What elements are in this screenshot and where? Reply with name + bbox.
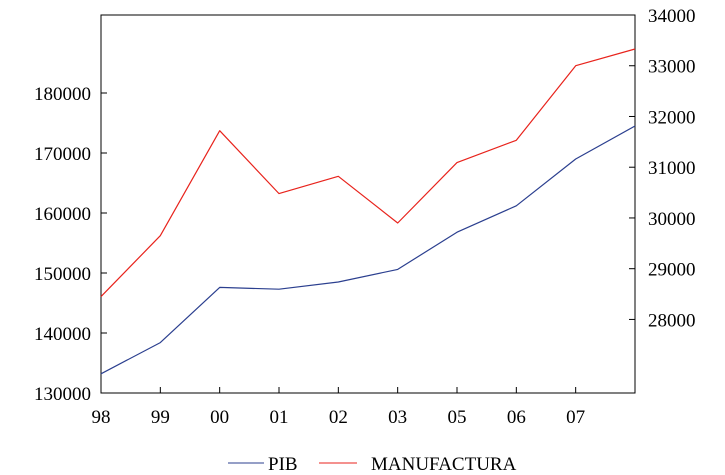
left-tick-label: 140000: [34, 324, 91, 345]
x-tick-label: 03: [388, 407, 407, 428]
x-tick-label: 05: [448, 407, 467, 428]
x-tick-label: 02: [329, 407, 348, 428]
right-tick-label: 29000: [648, 260, 696, 281]
x-tick-label: 98: [92, 407, 111, 428]
x-tick-label: 01: [270, 407, 289, 428]
left-tick-label: 160000: [34, 204, 91, 225]
right-tick-label: 32000: [648, 107, 696, 128]
left-axis: 130000 140000 150000 160000 170000 180000: [34, 84, 107, 405]
right-axis: 28000 29000 30000 31000 32000 33000 34000: [629, 6, 696, 331]
x-axis: 98 99 00 01 02 03 05 06 07: [92, 387, 636, 428]
series-lines: [100, 48, 636, 375]
legend: PIB MANUFACTURA: [228, 454, 517, 475]
legend-label-pib: PIB: [268, 454, 298, 475]
right-tick-label: 33000: [648, 57, 696, 78]
x-tick-label: 99: [151, 407, 170, 428]
legend-label-manufactura: MANUFACTURA: [371, 454, 517, 475]
x-tick-label: 00: [210, 407, 229, 428]
right-tick-label: 34000: [648, 6, 696, 27]
left-tick-label: 180000: [34, 84, 91, 105]
series-line-pib: [100, 125, 636, 375]
left-tick-label: 130000: [34, 384, 91, 405]
left-tick-label: 150000: [34, 264, 91, 285]
right-tick-label: 28000: [648, 310, 696, 331]
right-tick-label: 30000: [648, 209, 696, 230]
right-tick-label: 31000: [648, 158, 696, 179]
x-tick-label: 06: [507, 407, 526, 428]
left-tick-label: 170000: [34, 144, 91, 165]
plot-frame: [100, 14, 636, 394]
x-tick-label: 07: [566, 407, 585, 428]
series-line-manufactura: [100, 48, 636, 298]
